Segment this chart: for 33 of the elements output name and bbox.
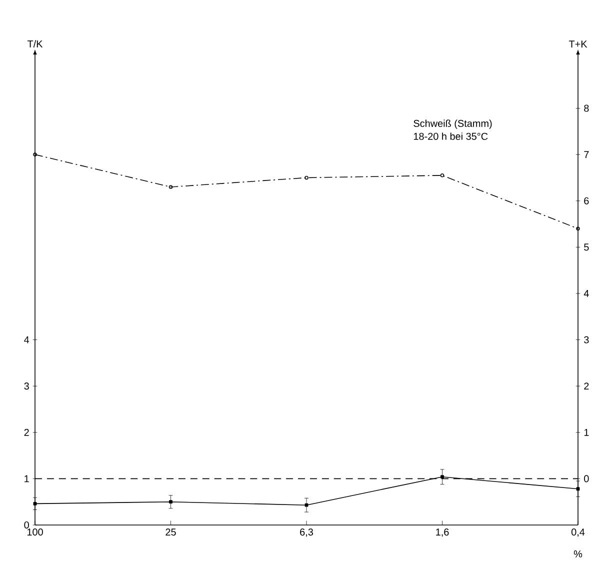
x-axis-title: % [574, 550, 582, 558]
x-tick-label: 0,4 [571, 528, 585, 537]
point [440, 174, 444, 178]
y2-tick-label: 3 [584, 336, 589, 344]
y2-tick-label: 7 [584, 151, 589, 158]
annotation: Schweiß (Stamm) [414, 120, 492, 129]
y2-tick-label: 2 [584, 382, 589, 390]
y2-axis-title: T+K [568, 40, 588, 48]
y-tick-label: 4 [24, 336, 30, 344]
point [576, 226, 580, 231]
x-tick-label: 100 [27, 528, 43, 536]
y2-tick-label: 0 [584, 475, 589, 482]
point [33, 502, 37, 506]
y2-tick-label: 1 [584, 428, 589, 436]
point [440, 475, 444, 479]
point [304, 176, 308, 180]
y2-tick-label: 4 [584, 290, 589, 297]
x-tick-label: 1,6 [436, 528, 449, 537]
y-tick-label: 1 [24, 475, 29, 482]
annotation: 18-20 h bei 35°C [414, 132, 488, 140]
point [304, 503, 308, 507]
y-tick-label: 3 [24, 382, 29, 390]
y2-tick-label: 8 [584, 104, 589, 112]
y-tick-label: 0 [24, 521, 29, 529]
y2-tick-label: 5 [584, 244, 589, 251]
x-tick-label: 25 [166, 528, 176, 536]
point [169, 500, 172, 504]
x-tick-label: 6,3 [300, 528, 313, 537]
point [33, 152, 37, 156]
y2-tick-label: 6 [584, 197, 589, 204]
y-tick-label: 2 [24, 428, 29, 436]
point [168, 185, 173, 189]
y-axis-title: T/K [27, 40, 43, 48]
